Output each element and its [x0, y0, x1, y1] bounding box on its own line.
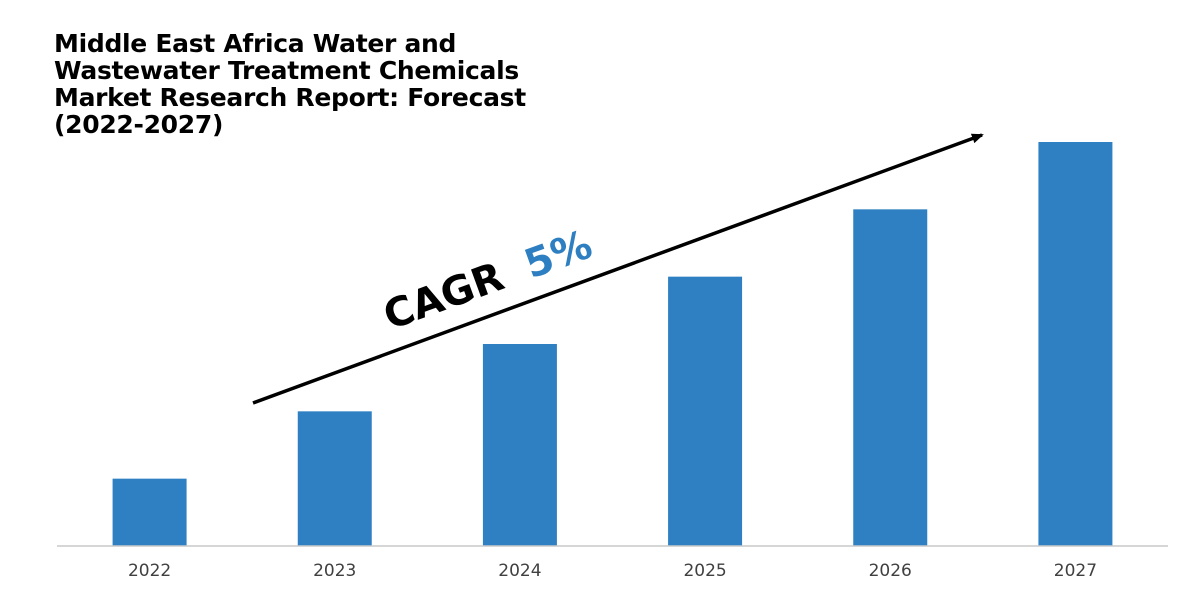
x-tick-2023: 2023 — [313, 561, 356, 581]
chart-title: Middle East Africa Water and Wastewater … — [54, 30, 574, 138]
x-tick-2027: 2027 — [1054, 561, 1097, 581]
bars-layer — [112, 142, 1113, 547]
bar-2025 — [668, 276, 743, 546]
x-tick-labels: 2022 2023 2024 2025 2026 2027 — [128, 561, 1097, 581]
x-tick-2022: 2022 — [128, 561, 171, 581]
bar-2022 — [112, 478, 187, 546]
cagr-value: 5% — [519, 222, 599, 288]
x-tick-2025: 2025 — [683, 561, 726, 581]
title-line-1: Middle East Africa Water and — [54, 29, 457, 58]
cagr-arrow — [252, 133, 984, 405]
bar-2027 — [1038, 142, 1113, 546]
cagr-annotation: CAGR 5% — [378, 222, 598, 340]
bar-2023 — [297, 411, 372, 546]
title-line-4: (2022-2027) — [54, 110, 224, 139]
title-line-2: Wastewater Treatment Chemicals — [54, 56, 519, 85]
bar-2026 — [853, 209, 928, 547]
cagr-label: CAGR — [378, 254, 510, 340]
bar-2024 — [482, 344, 557, 546]
x-tick-2026: 2026 — [869, 561, 912, 581]
x-tick-2024: 2024 — [498, 561, 541, 581]
title-line-3: Market Research Report: Forecast — [54, 83, 526, 112]
